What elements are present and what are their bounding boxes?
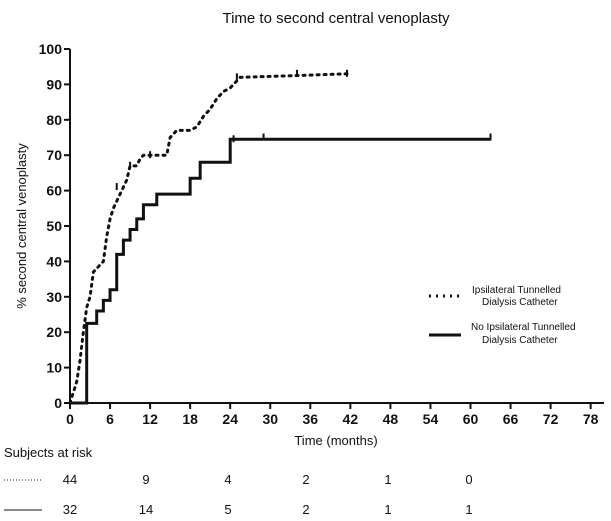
x-axis-label: Time (months) (294, 433, 377, 448)
censor-marks (115, 69, 492, 191)
x-tick-label: 54 (423, 411, 439, 427)
x-tick-label: 36 (303, 411, 319, 427)
y-tick-label: 30 (46, 289, 62, 305)
x-tick-label: 78 (583, 411, 599, 427)
risk-cell: 5 (224, 502, 231, 517)
risk-cell: 9 (142, 472, 149, 487)
y-tick-label: 60 (46, 183, 62, 199)
x-tick-label: 48 (383, 411, 399, 427)
x-tick-label: 6 (106, 411, 114, 427)
x-tick-label: 30 (262, 411, 278, 427)
legend: Ipsilateral Tunnelled Dialysis Catheter … (429, 285, 576, 346)
risk-cell: 1 (384, 502, 391, 517)
y-tick-label: 40 (46, 253, 62, 269)
x-tick-label: 72 (543, 411, 559, 427)
y-tick-label: 50 (46, 218, 62, 234)
y-tick-label: 70 (46, 147, 62, 163)
risk-cell: 0 (465, 472, 472, 487)
x-tick-label: 0 (66, 411, 74, 427)
legend-label-1b: Dialysis Catheter (482, 297, 558, 308)
risk-cell: 32 (63, 502, 77, 517)
y-tick-label: 0 (54, 395, 62, 411)
risk-cell: 1 (384, 472, 391, 487)
y-tick-label: 100 (39, 41, 63, 57)
y-axis-label: % second central venoplasty (14, 143, 29, 309)
y-tick-label: 90 (46, 76, 62, 92)
risk-cell: 2 (302, 502, 309, 517)
risk-cell: 2 (302, 472, 309, 487)
axes (64, 48, 604, 409)
series-line-2 (70, 137, 491, 405)
y-tick-label: 80 (46, 112, 62, 128)
risk-table-heading: Subjects at risk (4, 445, 93, 460)
risk-table: 44 9 4 2 1 0 32 14 5 2 1 1 (4, 472, 473, 517)
series-lines (68, 72, 491, 405)
chart-title: Time to second central venoplasty (222, 10, 450, 27)
legend-label-2a: No Ipsilateral Tunnelled (471, 322, 576, 333)
legend-label-1a: Ipsilateral Tunnelled (472, 285, 561, 296)
y-tick-label: 20 (46, 324, 62, 340)
series-line-1 (68, 72, 349, 405)
legend-label-2b: Dialysis Catheter (482, 335, 558, 346)
x-tick-label: 42 (343, 411, 359, 427)
risk-cell: 14 (139, 502, 153, 517)
x-tick-label: 24 (222, 411, 238, 427)
x-tick-label: 60 (463, 411, 479, 427)
risk-cell: 44 (63, 472, 77, 487)
risk-cell: 1 (465, 502, 472, 517)
risk-cell: 4 (224, 472, 231, 487)
x-tick-label: 18 (182, 411, 198, 427)
y-tick-label: 10 (46, 360, 62, 376)
tick-labels: 0 6 12 18 24 30 36 42 48 54 60 66 72 78 0 10 20 30 40 50 60 7… (39, 41, 599, 427)
x-tick-label: 66 (503, 411, 519, 427)
x-tick-label: 12 (142, 411, 158, 427)
